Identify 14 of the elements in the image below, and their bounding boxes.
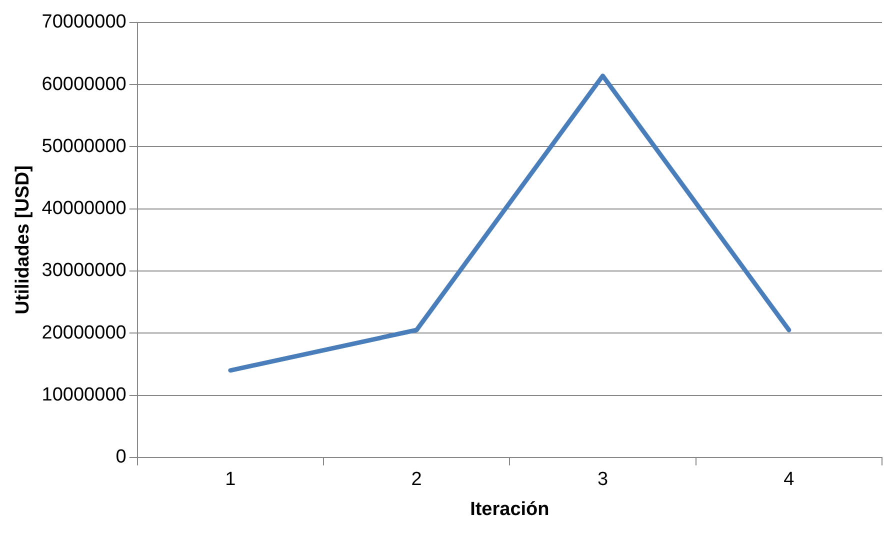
y-tick-label: 20000000: [42, 322, 126, 344]
x-axis-title: Iteración: [470, 498, 550, 520]
y-tick-label: 50000000: [42, 136, 126, 157]
y-tick-label: 30000000: [42, 260, 126, 282]
y-tick-label: 60000000: [42, 74, 126, 95]
x-tick-label: 1: [225, 469, 236, 490]
y-tick-label: 0: [116, 446, 126, 468]
y-tick-label: 10000000: [42, 384, 126, 406]
x-tick-label: 4: [784, 469, 795, 490]
y-tick-label: 70000000: [42, 12, 126, 33]
x-tick-label: 3: [597, 469, 608, 490]
y-tick-label: 40000000: [42, 198, 126, 220]
y-axis-title: Utilidades [USD]: [12, 165, 34, 314]
x-tick-label: 2: [411, 469, 422, 490]
